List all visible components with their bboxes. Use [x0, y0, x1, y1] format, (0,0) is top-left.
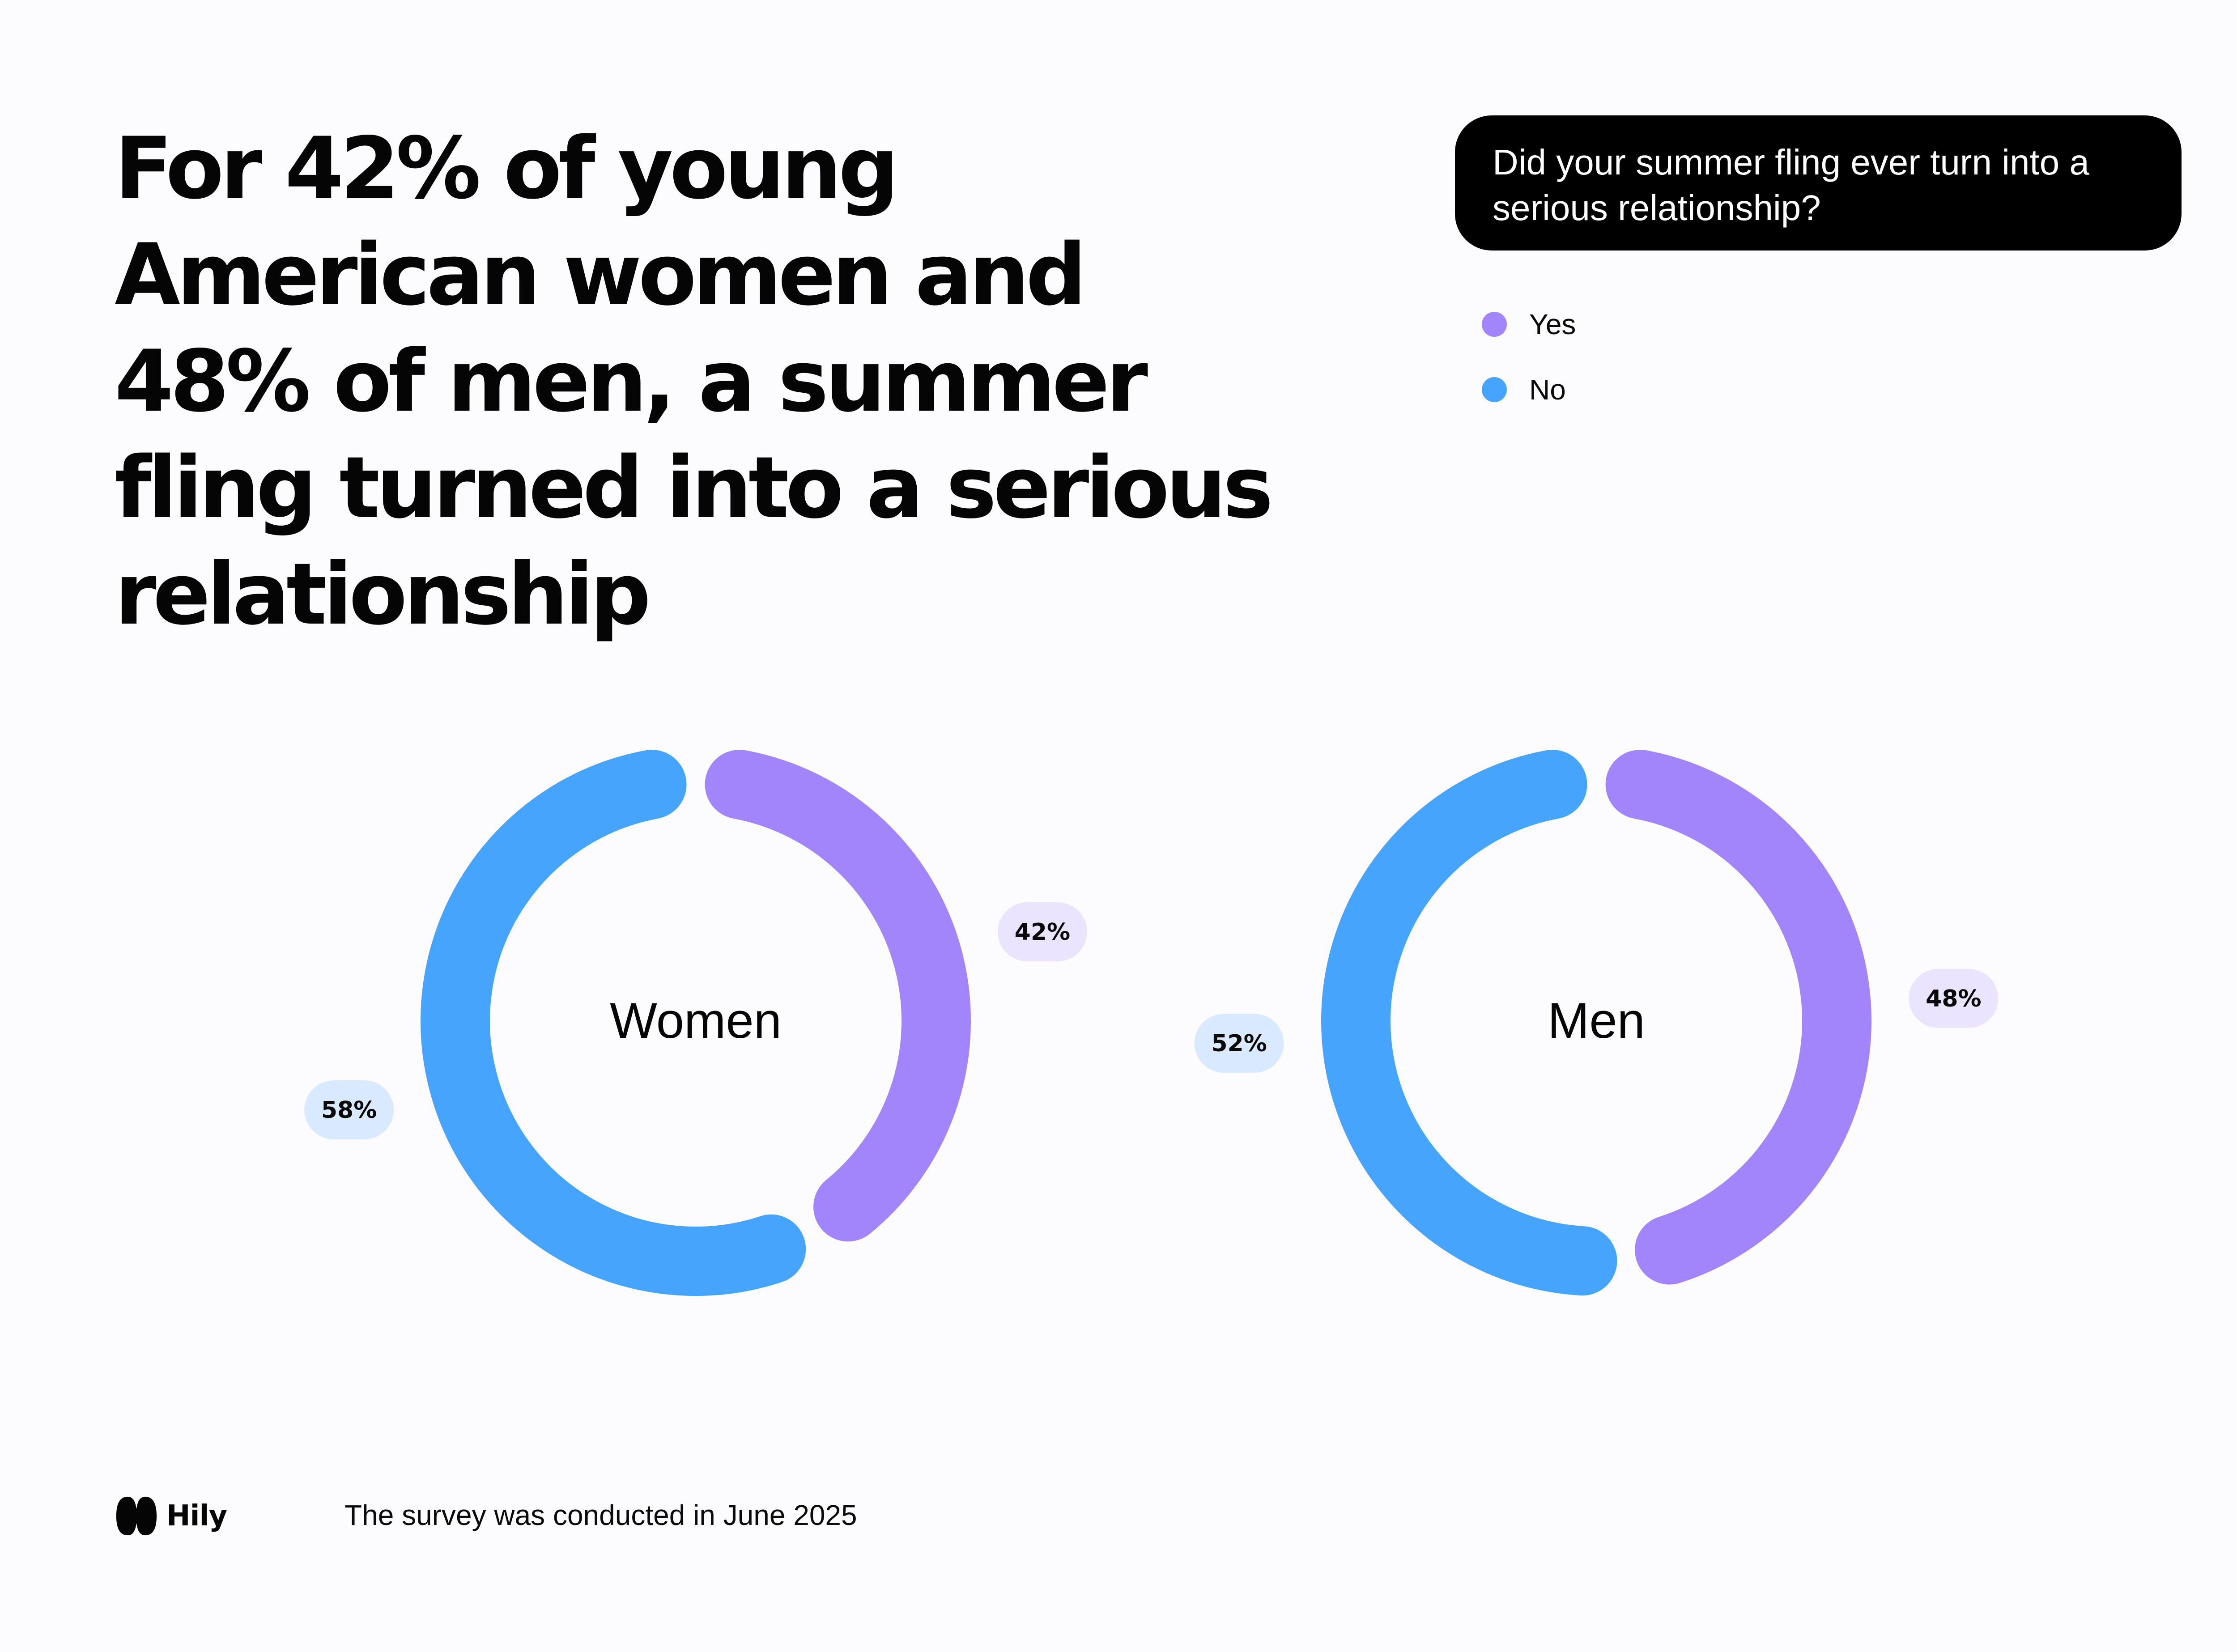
question-box: Did your summer fling ever turn into a s… [1455, 115, 2182, 251]
data-label-pill [1909, 968, 1999, 1028]
legend-item-no: No [1482, 357, 1576, 422]
data-label-text: 52% [1211, 1030, 1267, 1057]
data-label-text: 42% [1015, 919, 1070, 946]
donut-center-label: Women [610, 993, 782, 1049]
data-label-text: 48% [1926, 985, 1981, 1012]
legend: Yes No [1482, 292, 1576, 422]
legend-label-yes: Yes [1529, 308, 1576, 340]
legend-label-no: No [1529, 374, 1566, 406]
donut-segment-no [1321, 750, 1617, 1296]
donut-segment-yes [1605, 750, 1871, 1285]
data-label-text: 58% [321, 1097, 377, 1124]
data-label-yes: 48% [1909, 968, 1999, 1028]
donut-segment-yes [705, 750, 971, 1242]
data-label-pill [304, 1080, 394, 1139]
donut-chart-men: 48% 52% Men [1194, 750, 1999, 1296]
donut-chart-women: 42% 58% Women [304, 750, 1087, 1296]
donut-center-label: Men [1548, 993, 1645, 1049]
legend-item-yes: Yes [1482, 292, 1576, 357]
data-label-pill [1194, 1014, 1284, 1073]
hily-logo-icon [116, 1496, 157, 1536]
legend-dot-yes [1482, 312, 1507, 337]
donut-segment-no [421, 750, 806, 1296]
data-label-pill [997, 902, 1087, 961]
question-text: Did your summer fling ever turn into a s… [1493, 142, 2089, 228]
headline: For 42% of young American women and 48% … [115, 119, 1273, 644]
survey-footnote: The survey was conducted in June 2025 [344, 1499, 857, 1531]
data-label-yes: 42% [997, 902, 1087, 961]
hily-logo: Hily [115, 1494, 227, 1538]
data-label-no: 58% [304, 1080, 394, 1139]
logo-text: Hily [166, 1499, 227, 1533]
legend-dot-no [1482, 377, 1507, 402]
data-label-no: 52% [1194, 1014, 1284, 1073]
